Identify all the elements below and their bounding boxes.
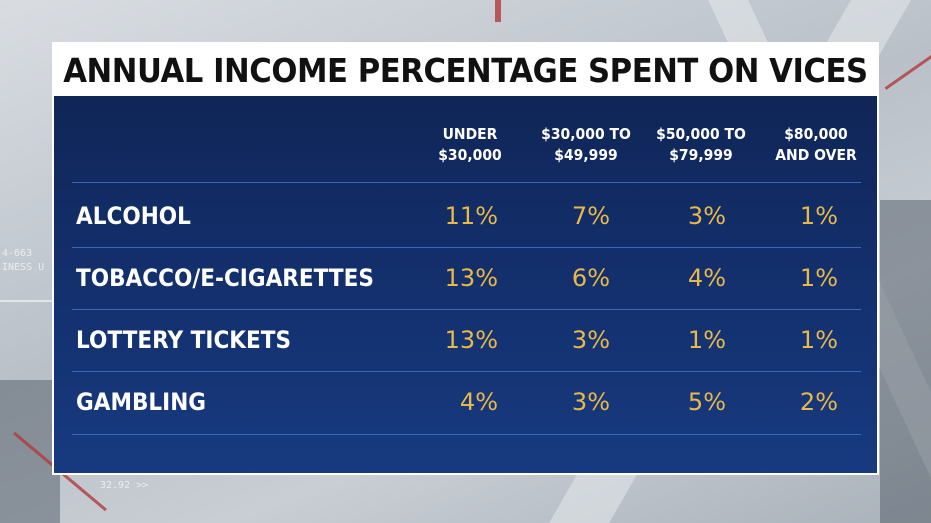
column-header-50000-79999: $50,000 TO $79,999 xyxy=(656,125,746,164)
row-label-gambling: GAMBLING xyxy=(76,388,207,416)
cell-gambling-col3: 5% xyxy=(687,388,726,416)
table-panel: ANNUAL INCOME PERCENTAGE SPENT ON VICES … xyxy=(52,42,879,475)
cell-gambling-col4: 2% xyxy=(799,388,838,416)
cell-lottery-col4: 1% xyxy=(799,326,838,354)
cell-tobacco-col1: 13% xyxy=(444,264,498,292)
row-divider xyxy=(72,182,861,183)
row-divider xyxy=(72,371,861,372)
cell-lottery-col2: 3% xyxy=(571,326,610,354)
column-header-under-30000: UNDER $30,000 xyxy=(438,125,502,164)
ticker-text-3: 32.92 >> xyxy=(100,480,149,491)
cell-lottery-col1: 13% xyxy=(444,326,498,354)
cell-gambling-col1: 4% xyxy=(459,388,498,416)
row-divider xyxy=(72,309,861,310)
cell-alcohol-col3: 3% xyxy=(687,202,726,230)
cell-alcohol-col4: 1% xyxy=(799,202,838,230)
cell-alcohol-col2: 7% xyxy=(571,202,610,230)
ticker-text-1: 4-663 xyxy=(2,248,33,259)
cell-gambling-col2: 3% xyxy=(571,388,610,416)
ticker-text-2: INESS U xyxy=(2,262,45,273)
cell-alcohol-col1: 11% xyxy=(444,202,498,230)
chart-title: ANNUAL INCOME PERCENTAGE SPENT ON VICES xyxy=(63,50,868,90)
row-label-alcohol: ALCOHOL xyxy=(76,202,191,230)
cell-tobacco-col3: 4% xyxy=(687,264,726,292)
row-divider xyxy=(72,247,861,248)
cell-lottery-col3: 1% xyxy=(687,326,726,354)
title-bar: ANNUAL INCOME PERCENTAGE SPENT ON VICES xyxy=(54,44,877,96)
cell-tobacco-col4: 1% xyxy=(799,264,838,292)
row-divider xyxy=(72,434,861,435)
row-label-lottery: LOTTERY TICKETS xyxy=(76,326,292,354)
column-header-30000-49999: $30,000 TO $49,999 xyxy=(541,125,631,164)
cell-tobacco-col2: 6% xyxy=(571,264,610,292)
column-header-80000-over: $80,000 AND OVER xyxy=(775,125,857,164)
row-label-tobacco: TOBACCO/E-CIGARETTES xyxy=(76,264,374,292)
